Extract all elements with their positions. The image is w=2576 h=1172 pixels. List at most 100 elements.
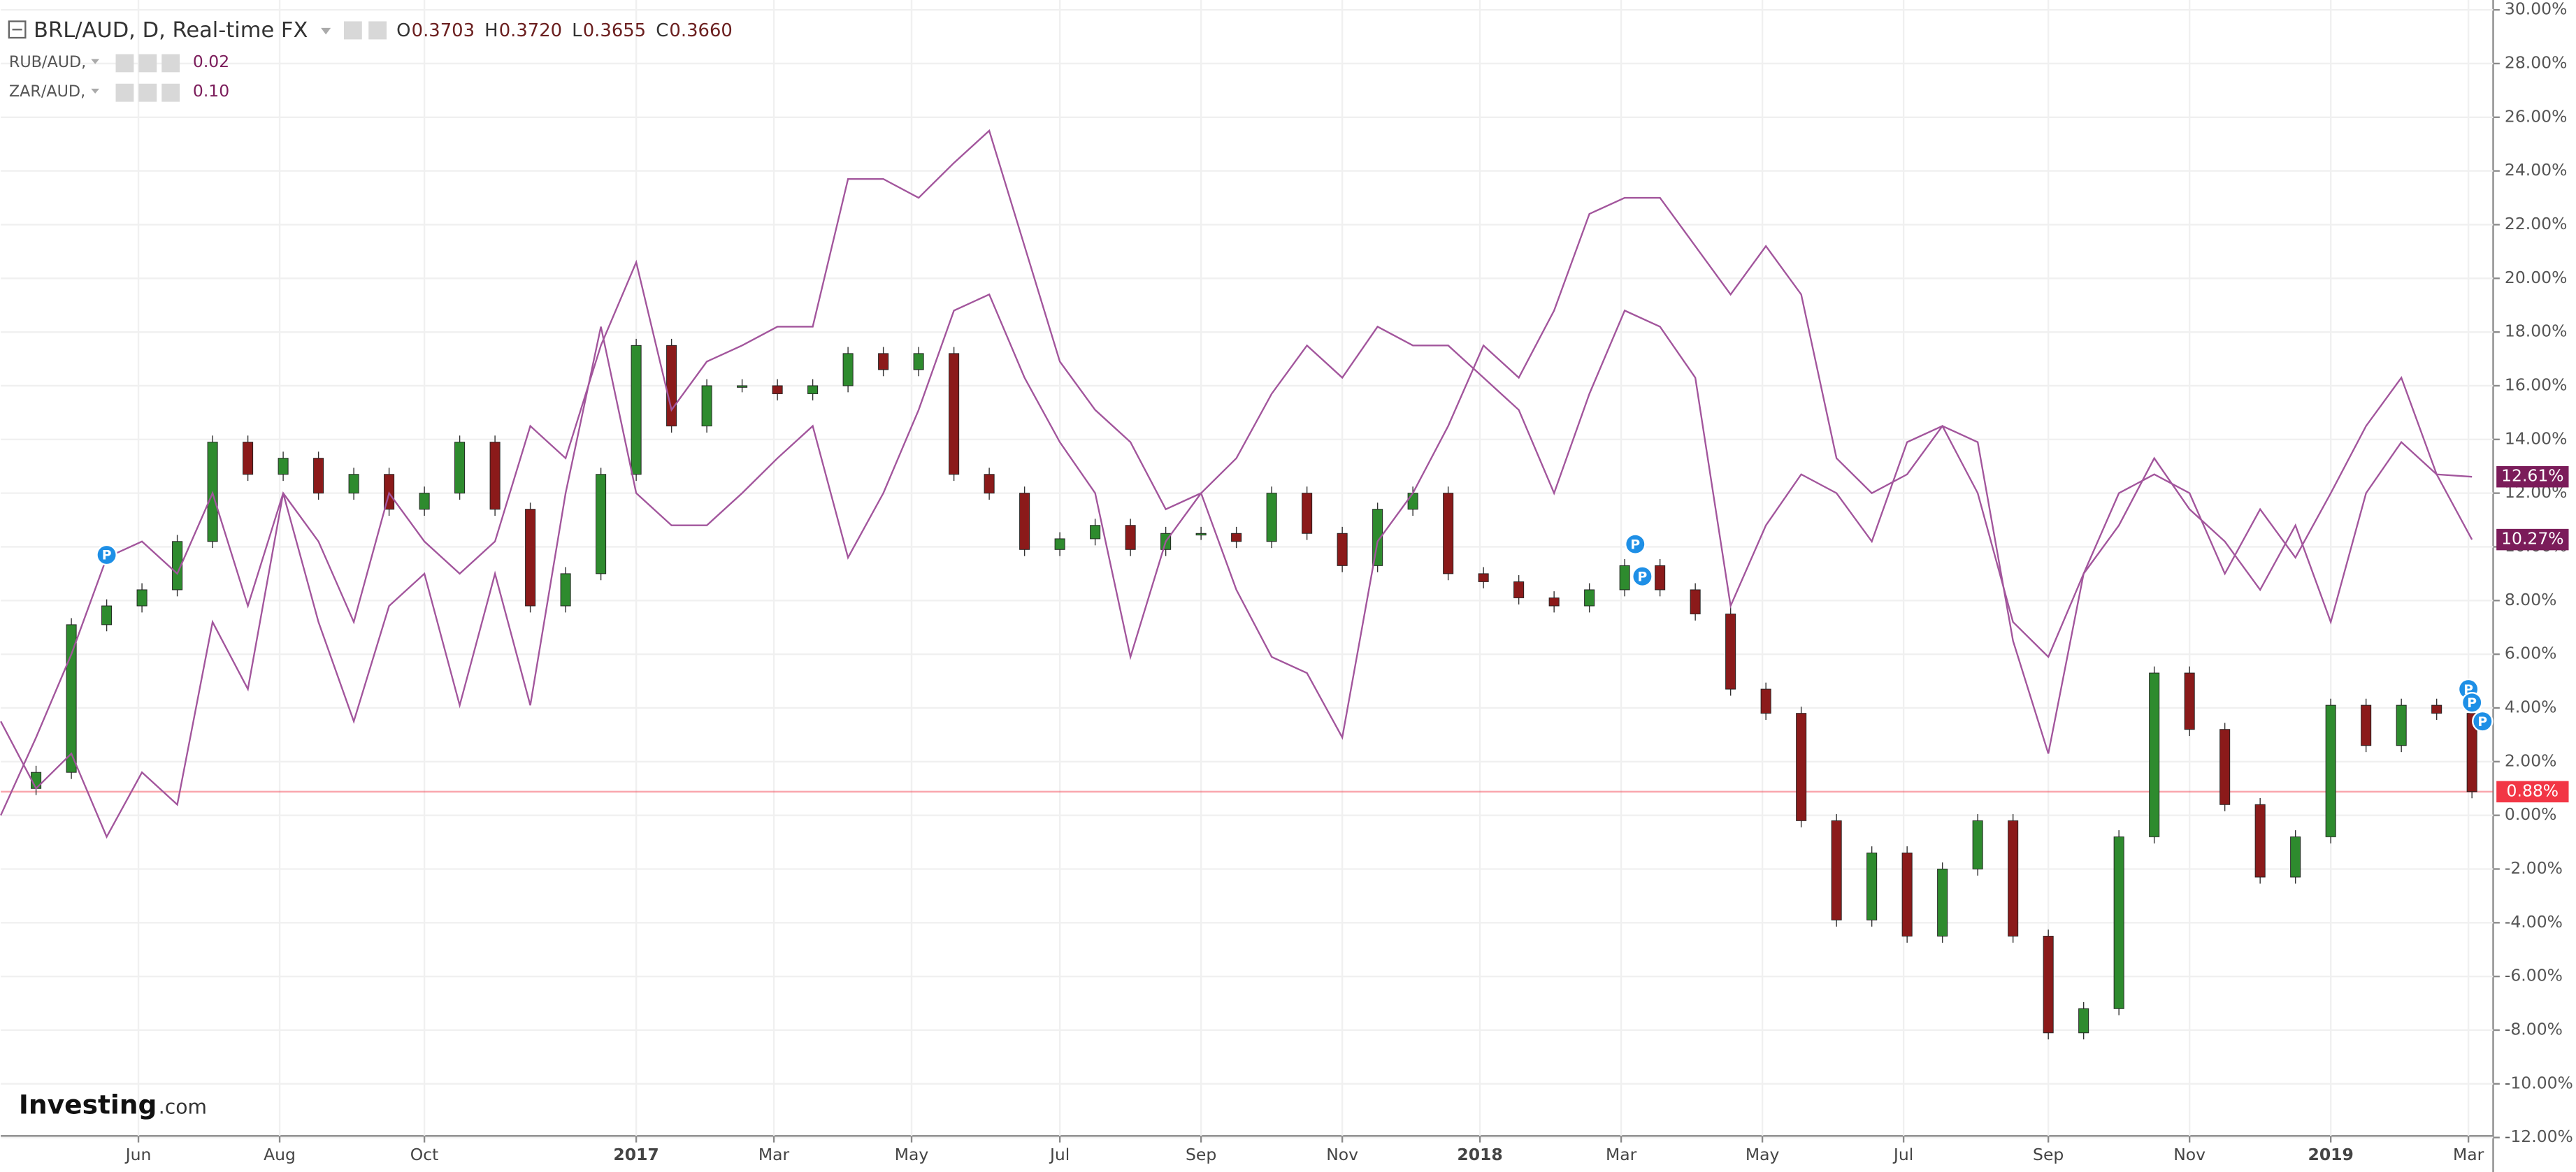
settings-icon [138, 83, 157, 102]
x-tick-label: May [895, 1145, 929, 1164]
x-tick-label: Nov [2173, 1145, 2206, 1164]
y-tick-label: -4.00% [2505, 912, 2563, 932]
event-marker [2461, 692, 2483, 714]
event-marker-label: P [1638, 570, 1648, 584]
x-tick-label: Mar [1606, 1145, 1637, 1164]
candle-body [1725, 614, 1736, 690]
candle-body [878, 353, 889, 370]
dropdown-arrow [91, 88, 100, 94]
candle-body [2113, 836, 2124, 1009]
candle-body [2466, 713, 2477, 793]
candle-body [1125, 525, 1136, 550]
candle-body [2149, 672, 2160, 837]
last-value-box [2496, 465, 2569, 488]
candle-body [807, 385, 819, 394]
candle-body [1937, 869, 1948, 937]
settings-icon [368, 21, 387, 40]
ohlc-label: C [656, 20, 668, 41]
candle-body [913, 353, 924, 370]
x-tick-label: 2019 [2308, 1145, 2354, 1164]
y-tick-label: 4.00% [2505, 697, 2557, 716]
event-marker-label: P [102, 549, 112, 563]
ohlc-label: O [396, 20, 410, 41]
candle-body [1478, 573, 1489, 582]
candle-body [2431, 704, 2442, 714]
candle-body [1548, 597, 1560, 607]
candle-body [949, 353, 960, 475]
y-tick-label: 8.00% [2505, 590, 2557, 609]
candle-body [2043, 936, 2054, 1034]
x-tick-label: Oct [410, 1145, 439, 1164]
candle-body [489, 442, 501, 510]
x-tick-label: Jul [1892, 1145, 1913, 1164]
x-tick-label: May [1746, 1145, 1780, 1164]
y-tick-label: 30.00% [2505, 0, 2568, 19]
x-tick-label: 2017 [613, 1145, 659, 1164]
candle-body [631, 345, 642, 475]
collapse-icon [8, 20, 27, 39]
x-tick-label: Aug [264, 1145, 296, 1164]
y-tick-label: 16.00% [2505, 375, 2568, 394]
x-tick-label: Mar [2453, 1145, 2484, 1164]
ohlc-value: 0.3720 [499, 20, 562, 41]
candle-body [172, 541, 183, 591]
settings-icon [138, 54, 157, 73]
legend-value: 0.10 [193, 81, 229, 101]
candle-body [1619, 565, 1630, 591]
candle-body [2078, 1008, 2089, 1034]
candle-body [1337, 533, 1348, 566]
y-tick-label: -2.00% [2505, 858, 2563, 878]
candle-body [2325, 704, 2336, 837]
candle-body [701, 385, 712, 427]
last-value-label: 12.61% [2501, 466, 2564, 486]
candle-body [984, 474, 995, 494]
candle-body [101, 605, 113, 625]
ohlc-label: L [572, 20, 582, 41]
candle-body [419, 493, 430, 510]
last-value-label: 10.27% [2501, 529, 2564, 549]
candle-body [525, 509, 536, 607]
settings-icon [161, 54, 180, 73]
settings-icon [115, 54, 134, 73]
candle-body [1407, 493, 1418, 510]
candle-body [1901, 852, 1913, 937]
ohlc-value: 0.3703 [412, 20, 475, 41]
candle-body [2254, 804, 2266, 878]
candle-body [1972, 820, 1983, 869]
legend-name: RUB/AUD, [9, 53, 86, 71]
last-value-label: 0.88% [2507, 781, 2559, 800]
candle-body [2396, 704, 2407, 746]
x-tick-label: 2018 [1457, 1145, 1502, 1164]
x-tick-label: Nov [1326, 1145, 1358, 1164]
y-tick-label: 18.00% [2505, 321, 2568, 341]
candle-body [1443, 493, 1454, 574]
candle-body [1690, 589, 1701, 614]
candle-body [2219, 729, 2231, 805]
candle-body [1090, 525, 1101, 540]
event-marker-label: P [1630, 537, 1640, 552]
chart-title: BRL/AUD, D, Real-time FX [34, 18, 308, 43]
watermark-brand: Investing [19, 1090, 157, 1120]
x-tick-label: Mar [758, 1145, 790, 1164]
y-tick-label: 24.00% [2505, 160, 2568, 180]
candle-body [313, 458, 324, 494]
candle-body [1231, 533, 1242, 542]
y-tick-label: 20.00% [2505, 268, 2568, 287]
candle-body [1584, 589, 1595, 607]
candle-body [560, 573, 571, 607]
candle-body [454, 442, 466, 494]
settings-icon [115, 83, 134, 102]
candle-body [1760, 688, 1771, 714]
y-tick-label: 6.00% [2505, 644, 2557, 663]
y-tick-label: -6.00% [2505, 966, 2563, 985]
candle-body [2361, 704, 2372, 746]
settings-icon [343, 21, 362, 40]
event-marker [1632, 565, 1653, 587]
candle-body [666, 345, 677, 427]
candle-body [2008, 820, 2019, 937]
candle-body [1266, 493, 1277, 542]
legend-name: ZAR/AUD, [9, 82, 85, 101]
y-tick-label: 22.00% [2505, 214, 2568, 233]
